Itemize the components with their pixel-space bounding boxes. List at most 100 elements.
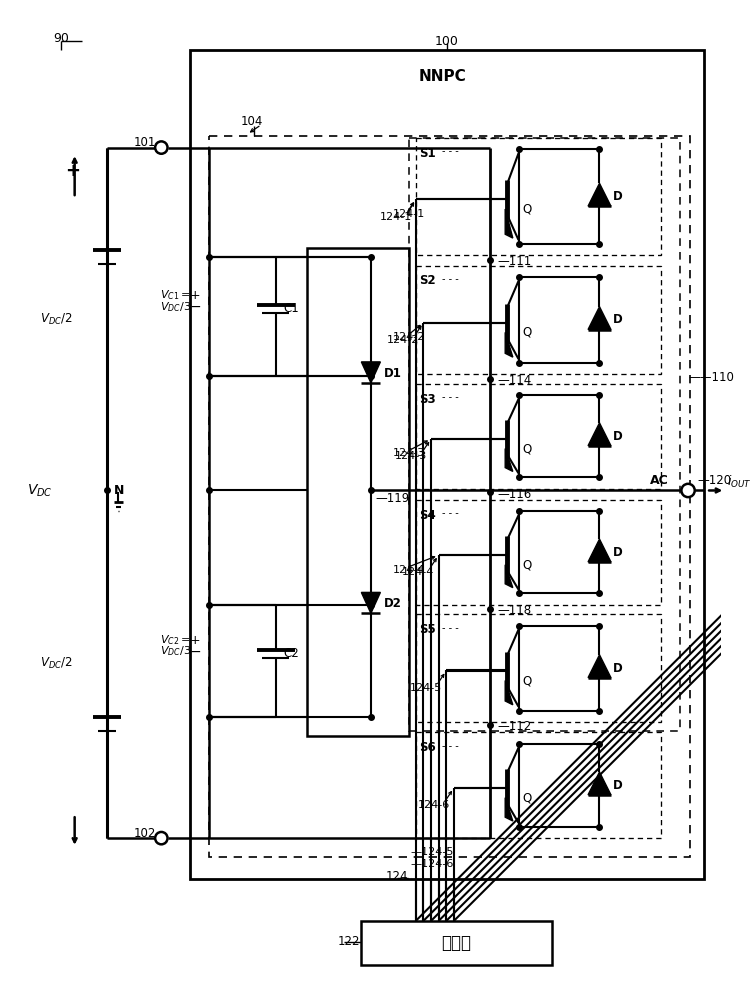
Text: - - -: - - - <box>442 508 459 518</box>
Text: $V_{DC}/3$: $V_{DC}/3$ <box>160 300 191 314</box>
Text: 124-3: 124-3 <box>393 448 425 458</box>
Polygon shape <box>505 449 513 471</box>
Text: —119: —119 <box>376 492 410 505</box>
Text: $i_{OUT}$: $i_{OUT}$ <box>727 474 751 490</box>
Text: S5: S5 <box>419 623 436 636</box>
Text: —111: —111 <box>498 255 532 268</box>
Text: N: N <box>114 484 124 497</box>
Text: D: D <box>613 779 623 792</box>
Text: Q: Q <box>523 791 532 804</box>
Text: $V_{C2}=$: $V_{C2}=$ <box>160 633 191 647</box>
Polygon shape <box>361 362 380 383</box>
Text: D2: D2 <box>384 597 402 610</box>
Text: 124-3: 124-3 <box>395 451 427 461</box>
Text: Q: Q <box>523 442 532 455</box>
Text: $V_{DC}/2$: $V_{DC}/2$ <box>41 656 73 671</box>
Text: 124-2: 124-2 <box>387 335 419 345</box>
Polygon shape <box>588 539 611 562</box>
Circle shape <box>155 832 167 844</box>
Text: —118: —118 <box>498 604 532 617</box>
Text: C1: C1 <box>283 302 299 315</box>
Text: D: D <box>613 546 623 559</box>
Text: $V_{DC}/2$: $V_{DC}/2$ <box>41 311 73 327</box>
Text: +: + <box>66 162 81 180</box>
Text: −: − <box>190 300 202 314</box>
Bar <box>361 921 552 965</box>
Text: - - -: - - - <box>442 146 459 156</box>
Circle shape <box>155 141 167 154</box>
Text: +: + <box>190 634 200 647</box>
Text: −: − <box>190 644 202 658</box>
Text: NNPC: NNPC <box>419 69 466 84</box>
Bar <box>190 50 704 879</box>
Text: 124-1: 124-1 <box>393 209 425 219</box>
Text: $V_{DC}$: $V_{DC}$ <box>28 482 53 499</box>
Text: 控制器: 控制器 <box>441 934 471 952</box>
Polygon shape <box>505 332 513 357</box>
Bar <box>416 732 661 838</box>
Text: - - -: - - - <box>442 623 459 633</box>
Text: 100: 100 <box>435 35 459 48</box>
Text: 124-1: 124-1 <box>380 212 412 222</box>
Text: S4: S4 <box>419 509 436 522</box>
Polygon shape <box>505 565 513 588</box>
Text: 124-4: 124-4 <box>393 565 425 575</box>
Text: —114: —114 <box>498 374 532 387</box>
Bar <box>416 384 661 489</box>
Text: - - -: - - - <box>442 392 459 402</box>
Text: S1: S1 <box>419 147 436 160</box>
Text: $V_{C1}=$: $V_{C1}=$ <box>160 288 191 302</box>
Text: Q: Q <box>523 674 532 687</box>
Text: S3: S3 <box>419 393 436 406</box>
Bar <box>409 138 681 731</box>
Bar <box>416 138 661 255</box>
Polygon shape <box>361 592 380 613</box>
Text: 124-6: 124-6 <box>418 800 450 810</box>
Text: AC: AC <box>650 474 669 487</box>
Text: D: D <box>613 190 623 203</box>
Text: D1: D1 <box>384 367 402 380</box>
Text: 124-5: 124-5 <box>410 683 442 693</box>
Bar <box>416 614 661 722</box>
Circle shape <box>681 484 695 497</box>
Text: C2: C2 <box>283 647 299 660</box>
Text: D: D <box>613 662 623 675</box>
Text: 104: 104 <box>240 115 263 128</box>
Bar <box>209 136 690 857</box>
Text: —112: —112 <box>498 720 532 733</box>
Text: S6: S6 <box>419 741 436 754</box>
Text: Q: Q <box>523 326 532 339</box>
Text: Q: Q <box>523 203 532 216</box>
Text: 124-4: 124-4 <box>402 567 434 577</box>
Polygon shape <box>505 681 513 705</box>
Text: ——110: ——110 <box>688 371 734 384</box>
Polygon shape <box>588 772 611 795</box>
Text: —116: —116 <box>498 488 532 501</box>
Text: D: D <box>613 313 623 326</box>
Bar <box>307 248 409 736</box>
Text: 102: 102 <box>134 827 156 840</box>
Polygon shape <box>588 183 611 206</box>
Text: 124: 124 <box>386 870 407 883</box>
Text: —124-5: —124-5 <box>411 847 454 857</box>
Text: D: D <box>613 430 623 443</box>
Polygon shape <box>588 307 611 330</box>
Text: 101: 101 <box>134 136 156 149</box>
Text: —120: —120 <box>697 474 732 487</box>
Text: +: + <box>190 289 200 302</box>
Bar <box>416 500 661 605</box>
Text: $V_{DC}/3$: $V_{DC}/3$ <box>160 645 191 658</box>
Text: —124-6: —124-6 <box>411 859 454 869</box>
Text: 90: 90 <box>53 32 69 45</box>
Polygon shape <box>588 655 611 678</box>
Bar <box>416 266 661 374</box>
Polygon shape <box>588 423 611 446</box>
Text: S2: S2 <box>419 274 436 287</box>
Text: - - -: - - - <box>442 741 459 751</box>
Text: 124-2: 124-2 <box>393 332 425 342</box>
Text: 122: 122 <box>337 935 360 948</box>
Text: Q: Q <box>523 558 532 571</box>
Polygon shape <box>505 209 513 238</box>
Polygon shape <box>505 798 513 821</box>
Text: - - -: - - - <box>442 274 459 284</box>
